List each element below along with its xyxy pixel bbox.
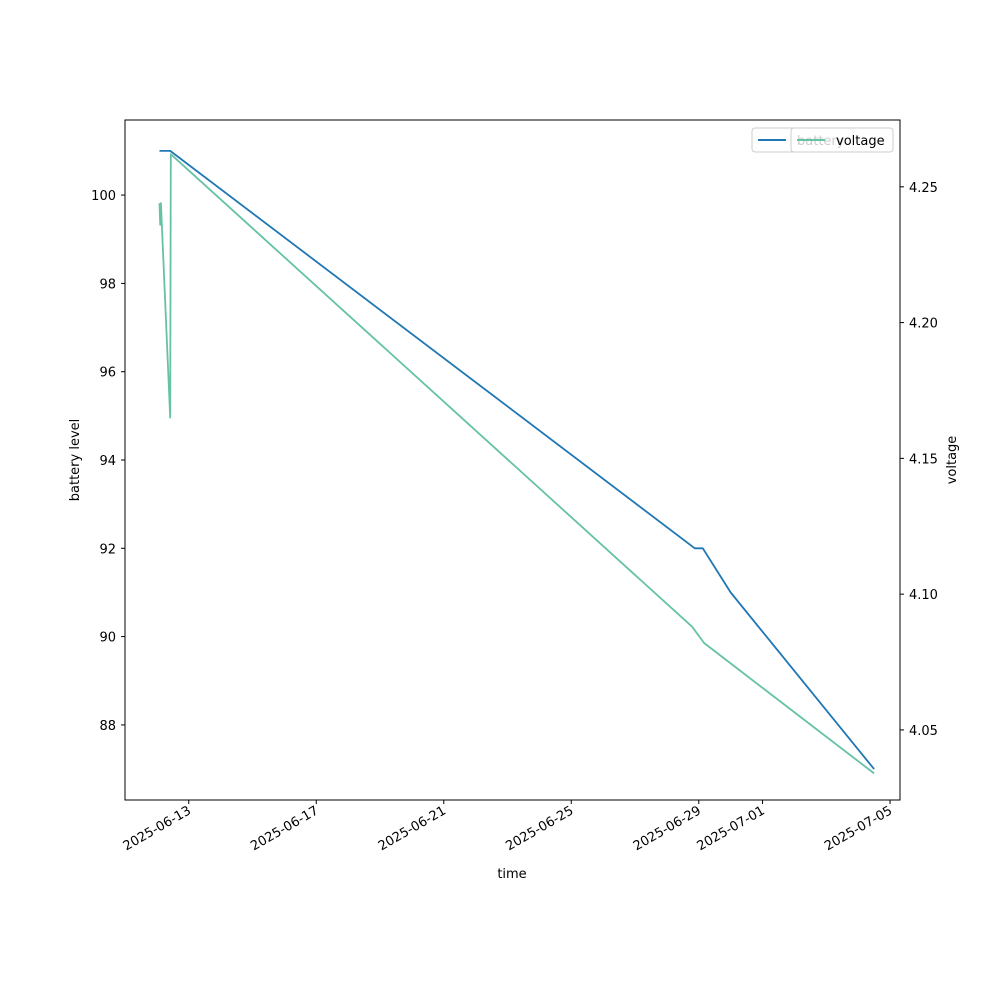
y-tick-label-right: 4.05 (909, 724, 938, 739)
x-tick-label: 2025-06-21 (376, 803, 449, 854)
y-tick-label-right: 4.20 (909, 317, 938, 332)
y-tick-label-right: 4.25 (909, 181, 938, 196)
y-tick-label-left: 90 (99, 631, 116, 646)
series-line-voltage (158, 153, 875, 775)
y-tick-label-left: 94 (99, 454, 116, 469)
y-tick-label-left: 96 (99, 366, 116, 381)
x-tick-label: 2025-06-29 (631, 803, 704, 854)
y-tick-label-left: 92 (99, 542, 116, 557)
x-tick-label: 2025-06-13 (121, 803, 194, 854)
x-tick-label: 2025-06-25 (503, 803, 576, 854)
plot-frame (124, 119, 901, 801)
y-tick-label-left: 88 (99, 719, 116, 734)
legend-voltage-frame (790, 127, 894, 153)
legend-voltage: voltage (790, 127, 894, 153)
y-tick-label-right: 4.15 (909, 452, 938, 467)
x-axis-label: time (497, 867, 526, 882)
y-tick-label-left: 100 (91, 189, 116, 204)
x-ticks: 2025-06-13 2025-06-17 2025-06-21 2025-06-25… (121, 800, 895, 854)
y-axis-label-left: battery level (68, 419, 83, 502)
legend-voltage-label: voltage (836, 134, 885, 149)
y-tick-label-left: 98 (99, 277, 116, 292)
series-layer (158, 149, 875, 775)
series-line-battery (159, 149, 875, 770)
x-tick-label: 2025-07-01 (695, 803, 768, 854)
y-axis-label-right: voltage (945, 436, 960, 485)
y-tick-label-right: 4.10 (909, 588, 938, 603)
y-ticks-left: 88 90 92 94 96 98 100 (91, 189, 125, 734)
x-tick-label: 2025-06-17 (248, 803, 321, 854)
x-tick-label: 2025-07-05 (822, 803, 895, 854)
y-ticks-right: 4.05 4.10 4.15 4.20 4.25 (900, 181, 938, 739)
